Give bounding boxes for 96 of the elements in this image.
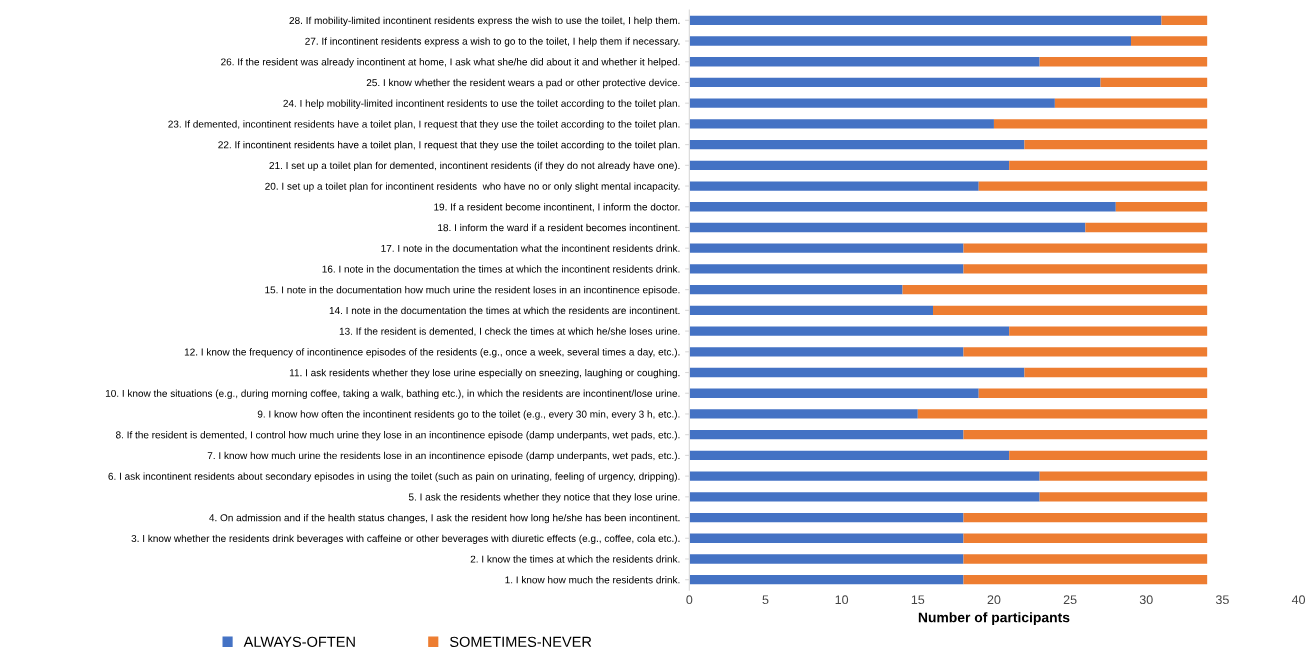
- x-tick-label: 20: [987, 595, 1001, 605]
- bar: [689, 222, 1086, 233]
- bar: [689, 326, 1010, 336]
- bar: [689, 512, 964, 523]
- x-tick-label: 15: [911, 595, 925, 605]
- y-tick-label: 28. If mobility-limited incontinent residents express the wish to use the toilet, I help them.: [289, 16, 680, 26]
- bar: [963, 512, 1208, 523]
- bar: [1009, 326, 1208, 336]
- x-tick-label: 35: [1215, 595, 1229, 605]
- bar: [902, 284, 1208, 295]
- y-tick-label: 10. I know the situations (e.g., during morning coffee, taking a walk, bathing etc.), in which the residents are incontinent/lose urine.: [105, 389, 680, 399]
- y-tick-label: 7. I know how much urine the residents lose in an incontinence episode (damp underpants, wet pads, etc.).: [207, 451, 680, 462]
- bar: [689, 492, 1040, 502]
- bar: [933, 305, 1208, 316]
- y-tick-label: 24. I help mobility-limited incontinent residents to use the toilet according to the toilet plan.: [283, 99, 680, 109]
- bar: [689, 388, 979, 398]
- y-tick-label: 26. If the resident was already incontinent at home, I ask what she/he did about it and whether it helped.: [221, 58, 680, 68]
- bar: [689, 57, 1040, 67]
- bar: [963, 264, 1208, 274]
- y-tick-label: 2. I know the times at which the residents drink.: [470, 555, 680, 563]
- y-tick-label: 11. I ask residents whether they lose urine especially on sneezing, laughing or coughing.: [289, 368, 680, 379]
- y-tick-label: 5. I ask the residents whether they notice that they lose urine.: [408, 493, 680, 503]
- bar: [1039, 492, 1208, 502]
- y-tick-label: 17. I note in the documentation what the incontinent residents drink.: [381, 244, 680, 252]
- y-tick-label: 18. I inform the ward if a resident becomes incontinent.: [438, 223, 680, 232]
- y-tick-label: 15. I note in the documentation how much urine the resident loses in an incontinence episode.: [265, 286, 680, 296]
- bar: [978, 181, 1208, 191]
- bar: [689, 36, 1132, 46]
- bar: [689, 284, 903, 295]
- bar: [1024, 367, 1208, 378]
- bar: [689, 554, 964, 564]
- bar: [1024, 139, 1208, 150]
- bar: [1161, 15, 1208, 25]
- bar: [978, 388, 1208, 398]
- x-tick-label: 25: [1063, 595, 1077, 605]
- bar: [1009, 160, 1208, 170]
- bar: [1054, 98, 1208, 108]
- bar: [689, 533, 964, 543]
- bar: [689, 160, 1010, 170]
- bar: [963, 575, 1208, 585]
- bar: [963, 533, 1208, 543]
- x-tick-label: 10: [835, 595, 849, 605]
- bar: [689, 119, 994, 129]
- x-tick-label: 40: [1291, 595, 1306, 605]
- bar: [1039, 57, 1208, 67]
- bar: [689, 430, 964, 440]
- y-tick-label: 19. If a resident become incontinent, I inform the doctor.: [434, 203, 680, 212]
- y-tick-label: 4. On admission and if the health status changes, I ask the resident how long he/she has been incontinent.: [209, 513, 680, 524]
- bar: [963, 430, 1208, 440]
- x-axis-title: Number of participants: [918, 612, 1070, 626]
- bar: [689, 264, 964, 274]
- bar: [1039, 471, 1208, 481]
- y-tick-label: 13. If the resident is demented, I check the times at which he/she loses urine.: [339, 327, 680, 336]
- y-tick-label: 3. I know whether the residents drink beverages with caffeine or other beverages with diuretic effects (e.g., coffee, cola etc.).: [131, 534, 680, 544]
- bar: [1085, 222, 1208, 233]
- bar: [689, 98, 1055, 108]
- y-tick-label: 14. I note in the documentation the times at which the residents are incontinent.: [329, 306, 680, 315]
- bar: [963, 554, 1208, 564]
- y-tick-label: 8. If the resident is demented, I control how much urine they lose in an incontinence episode (damp underpants, wet pads, etc.).: [116, 431, 680, 441]
- y-tick-label: 20. I set up a toilet plan for incontinent residents who have no or only slight mental incapacity.: [265, 182, 680, 192]
- bar: [963, 347, 1208, 357]
- bar: [689, 450, 1010, 461]
- bar: [1115, 202, 1208, 212]
- x-tick-label: 0: [686, 595, 693, 605]
- y-tick-label: 27. If incontinent residents express a wish to go to the toilet, I help them if necessary.: [305, 37, 680, 47]
- legend-label: SOMETIMES-NEVER: [449, 636, 592, 647]
- bar: [689, 409, 918, 419]
- bar: [1131, 36, 1208, 46]
- y-tick-label: 12. I know the frequency of incontinence episodes of the residents (e.g., once a week, several times a day, etc.).: [184, 348, 680, 358]
- bar: [689, 139, 1025, 150]
- y-tick-label: 6. I ask incontinent residents about secondary episodes in using the toilet (such as pain on urinating, feeling of urgency, dripping).: [108, 472, 680, 482]
- y-tick-label: 9. I know how often the incontinent residents go to the toilet (e.g., every 30 min, every 3 h, etc.).: [257, 410, 680, 420]
- y-tick-label: 21. I set up a toilet plan for demented, incontinent residents (if they do not already have one).: [269, 161, 680, 172]
- x-tick-label: 30: [1139, 595, 1153, 605]
- bar: [689, 181, 979, 191]
- bar: [917, 409, 1208, 419]
- bar: [689, 305, 934, 316]
- bar: [689, 575, 964, 585]
- x-tick-label: 5: [762, 595, 769, 605]
- bar: [993, 119, 1208, 129]
- bar: [963, 243, 1208, 253]
- bar: [689, 15, 1162, 25]
- y-tick-label: 23. If demented, incontinent residents have a toilet plan, I request that they use the toilet according to the toilet plan.: [168, 120, 680, 130]
- bar: [1100, 77, 1208, 88]
- bar: [689, 77, 1101, 88]
- bar: [689, 347, 964, 357]
- y-tick-label: 16. I note in the documentation the times at which the incontinent residents drink.: [322, 265, 680, 273]
- legend-label: ALWAYS-OFTEN: [243, 636, 355, 647]
- bar: [689, 202, 1116, 212]
- bar: [689, 243, 964, 253]
- y-tick-label: 22. If incontinent residents have a toilet plan, I request that they use the toilet according to the toilet plan.: [218, 140, 680, 151]
- bar: [689, 471, 1040, 481]
- bar: [689, 367, 1025, 378]
- y-tick-label: 25. I know whether the resident wears a pad or other protective device.: [366, 78, 680, 89]
- y-tick-label: 1. I know how much the residents drink.: [505, 576, 680, 584]
- bar: [1009, 450, 1208, 461]
